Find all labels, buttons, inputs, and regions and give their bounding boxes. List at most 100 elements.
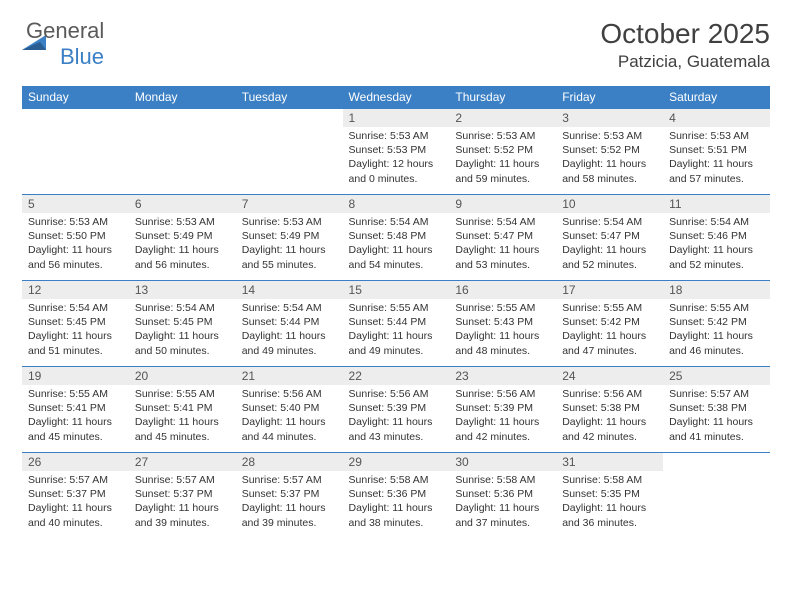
- weekday-header: Friday: [556, 86, 663, 109]
- sunset-line: Sunset: 5:39 PM: [349, 401, 444, 415]
- sunrise-line: Sunrise: 5:54 AM: [349, 215, 444, 229]
- daylight-line: Daylight: 11 hours and 56 minutes.: [135, 243, 230, 271]
- daylight-line: Daylight: 11 hours and 59 minutes.: [455, 157, 550, 185]
- sunset-line: Sunset: 5:41 PM: [135, 401, 230, 415]
- daylight-line: Daylight: 11 hours and 37 minutes.: [455, 501, 550, 529]
- calendar-day-cell: 22Sunrise: 5:56 AMSunset: 5:39 PMDayligh…: [343, 367, 450, 453]
- weekday-header: Sunday: [22, 86, 129, 109]
- calendar-day-cell: 1Sunrise: 5:53 AMSunset: 5:53 PMDaylight…: [343, 109, 450, 195]
- day-info: Sunrise: 5:54 AMSunset: 5:45 PMDaylight:…: [22, 299, 129, 362]
- sunset-line: Sunset: 5:47 PM: [455, 229, 550, 243]
- daylight-line: Daylight: 11 hours and 51 minutes.: [28, 329, 123, 357]
- calendar-day-cell: 5Sunrise: 5:53 AMSunset: 5:50 PMDaylight…: [22, 195, 129, 281]
- day-info: Sunrise: 5:56 AMSunset: 5:38 PMDaylight:…: [556, 385, 663, 448]
- sunset-line: Sunset: 5:46 PM: [669, 229, 764, 243]
- daylight-line: Daylight: 11 hours and 47 minutes.: [562, 329, 657, 357]
- day-number: 8: [343, 195, 450, 213]
- daylight-line: Daylight: 11 hours and 36 minutes.: [562, 501, 657, 529]
- day-number: 7: [236, 195, 343, 213]
- day-number: 20: [129, 367, 236, 385]
- sunrise-line: Sunrise: 5:54 AM: [135, 301, 230, 315]
- day-number: 1: [343, 109, 450, 127]
- sunset-line: Sunset: 5:41 PM: [28, 401, 123, 415]
- day-number: 15: [343, 281, 450, 299]
- sunrise-line: Sunrise: 5:55 AM: [135, 387, 230, 401]
- sunrise-line: Sunrise: 5:54 AM: [242, 301, 337, 315]
- daylight-line: Daylight: 11 hours and 56 minutes.: [28, 243, 123, 271]
- day-number: 17: [556, 281, 663, 299]
- daylight-line: Daylight: 11 hours and 45 minutes.: [135, 415, 230, 443]
- day-info: Sunrise: 5:56 AMSunset: 5:39 PMDaylight:…: [343, 385, 450, 448]
- sunset-line: Sunset: 5:37 PM: [242, 487, 337, 501]
- logo-word2: Blue: [60, 44, 104, 69]
- daylight-line: Daylight: 11 hours and 50 minutes.: [135, 329, 230, 357]
- sunrise-line: Sunrise: 5:57 AM: [242, 473, 337, 487]
- sunset-line: Sunset: 5:38 PM: [562, 401, 657, 415]
- title-block: October 2025 Patzicia, Guatemala: [600, 18, 770, 72]
- day-info: Sunrise: 5:54 AMSunset: 5:46 PMDaylight:…: [663, 213, 770, 276]
- daylight-line: Daylight: 11 hours and 52 minutes.: [669, 243, 764, 271]
- logo: General Blue: [22, 18, 104, 70]
- sunset-line: Sunset: 5:52 PM: [562, 143, 657, 157]
- sunrise-line: Sunrise: 5:53 AM: [135, 215, 230, 229]
- daylight-line: Daylight: 11 hours and 58 minutes.: [562, 157, 657, 185]
- sunset-line: Sunset: 5:43 PM: [455, 315, 550, 329]
- sunset-line: Sunset: 5:49 PM: [242, 229, 337, 243]
- weekday-header: Monday: [129, 86, 236, 109]
- day-number: 29: [343, 453, 450, 471]
- daylight-line: Daylight: 11 hours and 42 minutes.: [562, 415, 657, 443]
- sunrise-line: Sunrise: 5:54 AM: [562, 215, 657, 229]
- calendar-day-cell: 29Sunrise: 5:58 AMSunset: 5:36 PMDayligh…: [343, 453, 450, 539]
- daylight-line: Daylight: 11 hours and 48 minutes.: [455, 329, 550, 357]
- sunrise-line: Sunrise: 5:53 AM: [669, 129, 764, 143]
- day-number: 11: [663, 195, 770, 213]
- sunrise-line: Sunrise: 5:53 AM: [28, 215, 123, 229]
- day-number: 24: [556, 367, 663, 385]
- daylight-line: Daylight: 11 hours and 42 minutes.: [455, 415, 550, 443]
- calendar-day-cell: 26Sunrise: 5:57 AMSunset: 5:37 PMDayligh…: [22, 453, 129, 539]
- calendar-day-cell: 9Sunrise: 5:54 AMSunset: 5:47 PMDaylight…: [449, 195, 556, 281]
- daylight-line: Daylight: 11 hours and 39 minutes.: [242, 501, 337, 529]
- day-number: 21: [236, 367, 343, 385]
- day-number: 26: [22, 453, 129, 471]
- sunset-line: Sunset: 5:49 PM: [135, 229, 230, 243]
- daylight-line: Daylight: 11 hours and 52 minutes.: [562, 243, 657, 271]
- logo-word1: General: [26, 18, 104, 43]
- sunrise-line: Sunrise: 5:56 AM: [562, 387, 657, 401]
- calendar-day-cell: 17Sunrise: 5:55 AMSunset: 5:42 PMDayligh…: [556, 281, 663, 367]
- sunrise-line: Sunrise: 5:55 AM: [669, 301, 764, 315]
- daylight-line: Daylight: 11 hours and 49 minutes.: [242, 329, 337, 357]
- sunset-line: Sunset: 5:53 PM: [349, 143, 444, 157]
- day-info: Sunrise: 5:55 AMSunset: 5:43 PMDaylight:…: [449, 299, 556, 362]
- calendar-week-row: 26Sunrise: 5:57 AMSunset: 5:37 PMDayligh…: [22, 453, 770, 539]
- daylight-line: Daylight: 11 hours and 39 minutes.: [135, 501, 230, 529]
- calendar-day-cell: [22, 109, 129, 195]
- sunset-line: Sunset: 5:36 PM: [349, 487, 444, 501]
- day-number: 5: [22, 195, 129, 213]
- sunrise-line: Sunrise: 5:53 AM: [242, 215, 337, 229]
- day-info: Sunrise: 5:54 AMSunset: 5:44 PMDaylight:…: [236, 299, 343, 362]
- day-number: 22: [343, 367, 450, 385]
- sunset-line: Sunset: 5:42 PM: [669, 315, 764, 329]
- calendar-day-cell: 16Sunrise: 5:55 AMSunset: 5:43 PMDayligh…: [449, 281, 556, 367]
- daylight-line: Daylight: 11 hours and 53 minutes.: [455, 243, 550, 271]
- sunset-line: Sunset: 5:44 PM: [349, 315, 444, 329]
- day-number: 9: [449, 195, 556, 213]
- daylight-line: Daylight: 11 hours and 44 minutes.: [242, 415, 337, 443]
- sunset-line: Sunset: 5:37 PM: [28, 487, 123, 501]
- calendar-day-cell: 25Sunrise: 5:57 AMSunset: 5:38 PMDayligh…: [663, 367, 770, 453]
- weekday-header-row: SundayMondayTuesdayWednesdayThursdayFrid…: [22, 86, 770, 109]
- sunset-line: Sunset: 5:48 PM: [349, 229, 444, 243]
- sunrise-line: Sunrise: 5:56 AM: [349, 387, 444, 401]
- calendar-body: 1Sunrise: 5:53 AMSunset: 5:53 PMDaylight…: [22, 109, 770, 539]
- calendar-day-cell: 27Sunrise: 5:57 AMSunset: 5:37 PMDayligh…: [129, 453, 236, 539]
- daylight-line: Daylight: 11 hours and 41 minutes.: [669, 415, 764, 443]
- sunset-line: Sunset: 5:45 PM: [28, 315, 123, 329]
- day-number: 28: [236, 453, 343, 471]
- day-info: Sunrise: 5:55 AMSunset: 5:44 PMDaylight:…: [343, 299, 450, 362]
- sunrise-line: Sunrise: 5:56 AM: [455, 387, 550, 401]
- sunrise-line: Sunrise: 5:58 AM: [562, 473, 657, 487]
- day-info: Sunrise: 5:53 AMSunset: 5:53 PMDaylight:…: [343, 127, 450, 190]
- sunrise-line: Sunrise: 5:55 AM: [349, 301, 444, 315]
- day-info: Sunrise: 5:57 AMSunset: 5:37 PMDaylight:…: [236, 471, 343, 534]
